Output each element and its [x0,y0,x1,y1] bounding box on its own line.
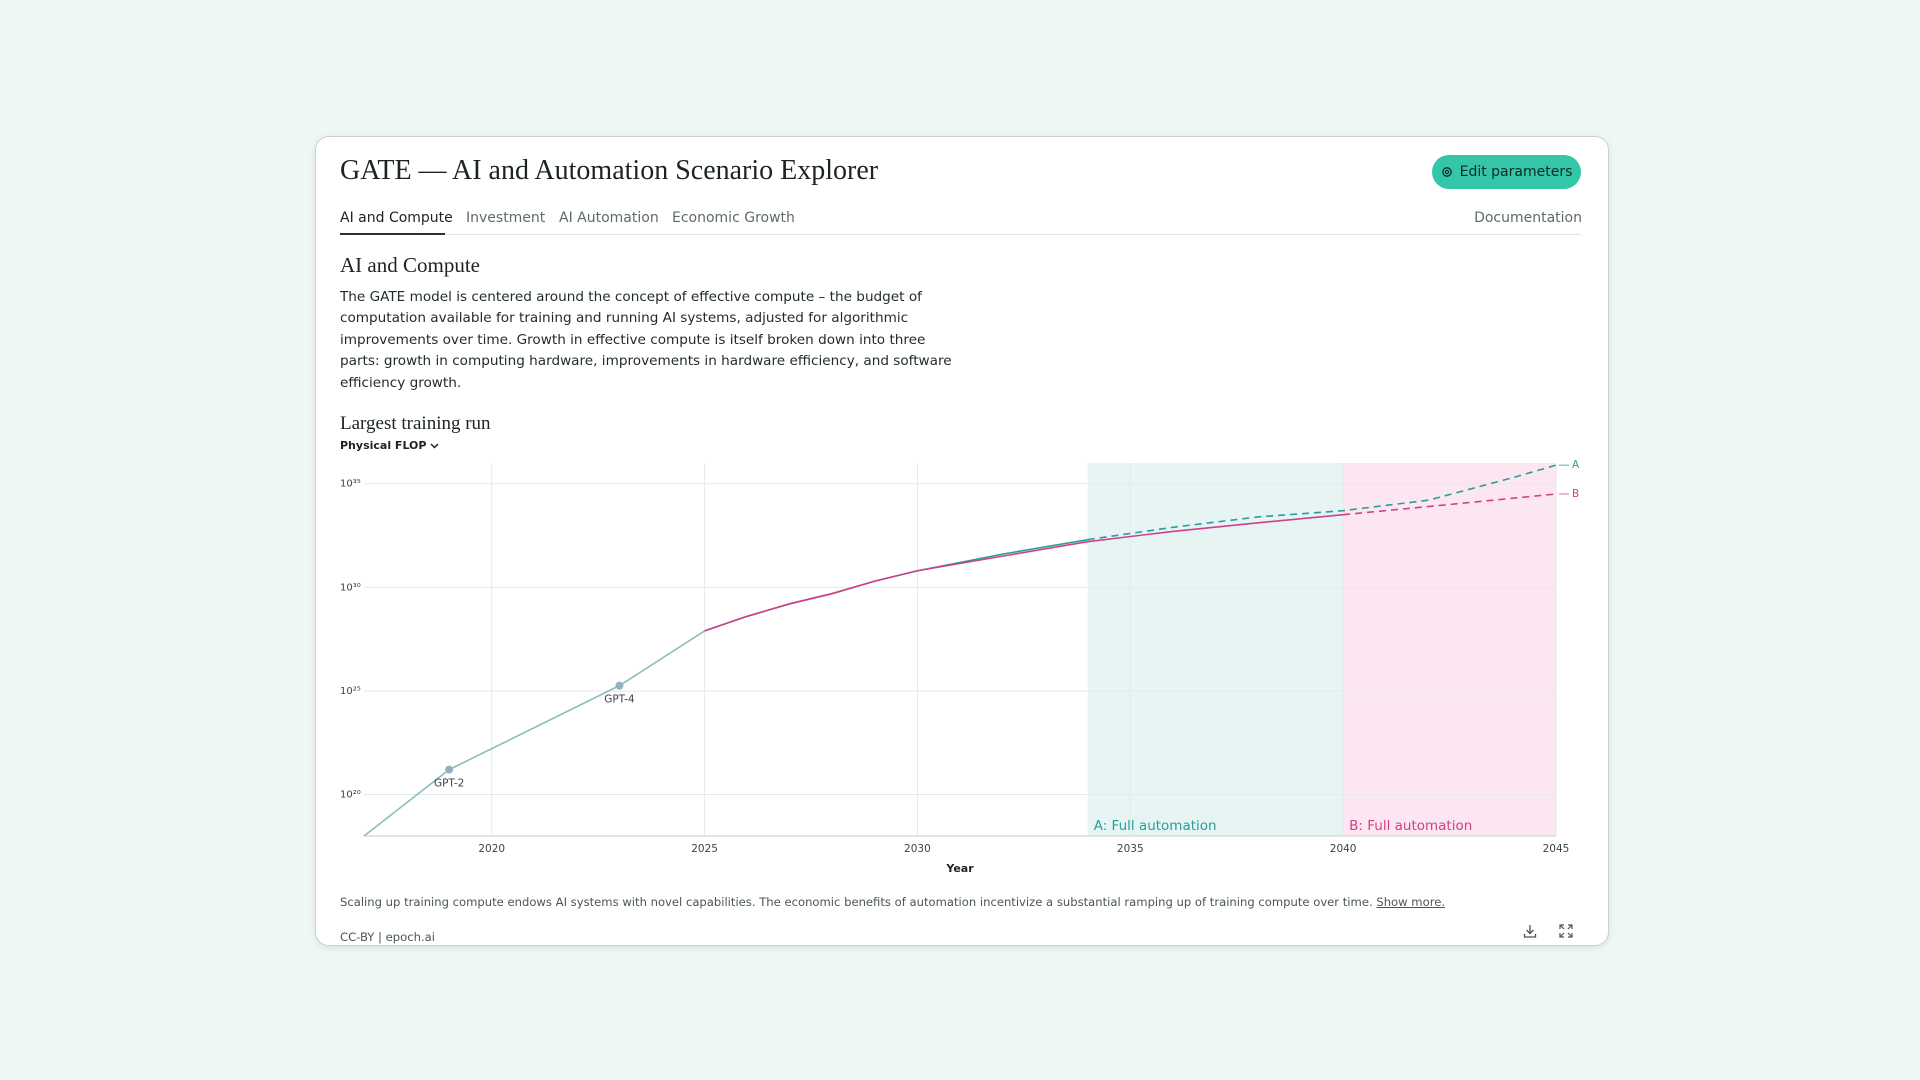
model-label: GPT-4 [604,694,635,706]
series-end-label: B [1572,488,1579,500]
active-tab-underline [340,233,445,235]
page-title: GATE — AI and Automation Scenario Explor… [340,155,879,186]
y-tick-label: 10³⁰ [340,582,361,593]
y-tick-label: 10²⁵ [340,686,361,697]
chart-caption: Scaling up training compute endows AI sy… [340,895,1445,909]
tab-divider [340,234,1581,235]
metric-label: Physical FLOP [340,439,427,452]
show-more-link[interactable]: Show more. [1376,895,1446,909]
edit-parameters-button[interactable]: Edit parameters [1432,155,1581,189]
chevron [430,442,440,449]
section-body: The GATE model is centered around the co… [340,289,952,391]
section-title: AI and Compute [340,253,480,277]
tab[interactable]: AI Automation [559,210,659,226]
x-tick-label: 2035 [1117,843,1144,855]
button-label: Edit parameters [1459,164,1573,180]
model-marker [615,681,624,690]
region-label: A: Full automation [1094,818,1217,834]
series-line [1343,493,1557,516]
y-tick-label: 10²⁰ [340,790,361,801]
tab[interactable]: Economic Growth [672,210,795,226]
documentation-link[interactable]: Documentation [1474,210,1582,226]
series-line [1087,464,1557,541]
x-tick-label: 2045 [1543,843,1570,855]
caption-text: Scaling up training compute endows AI sy… [340,895,1373,909]
series-line [363,630,706,837]
x-axis-title: Year [945,862,974,875]
fullscreen-icon[interactable] [1558,923,1574,939]
x-tick-label: 2020 [478,843,505,855]
license: CC-BY | epoch.ai [340,930,435,944]
automation-region [1343,463,1556,836]
download-icon[interactable] [1522,923,1538,939]
gear-icon [1441,167,1452,177]
tab[interactable]: AI and Compute [340,210,453,226]
x-tick-label: 2030 [904,843,931,855]
model-label: GPT-2 [434,778,464,790]
model-marker [445,765,454,774]
series-line [704,513,1344,632]
metric-dropdown[interactable]: Physical FLOP [340,439,440,452]
region-label: B: Full automation [1349,818,1472,834]
series-end-label: A [1572,459,1580,471]
x-tick-label: 2040 [1330,843,1357,855]
chart-title: Largest training run [340,413,491,434]
tab[interactable]: Investment [466,210,546,226]
series-line [704,538,1088,632]
y-tick-label: 10³⁵ [340,479,361,490]
x-tick-label: 2025 [691,843,718,855]
